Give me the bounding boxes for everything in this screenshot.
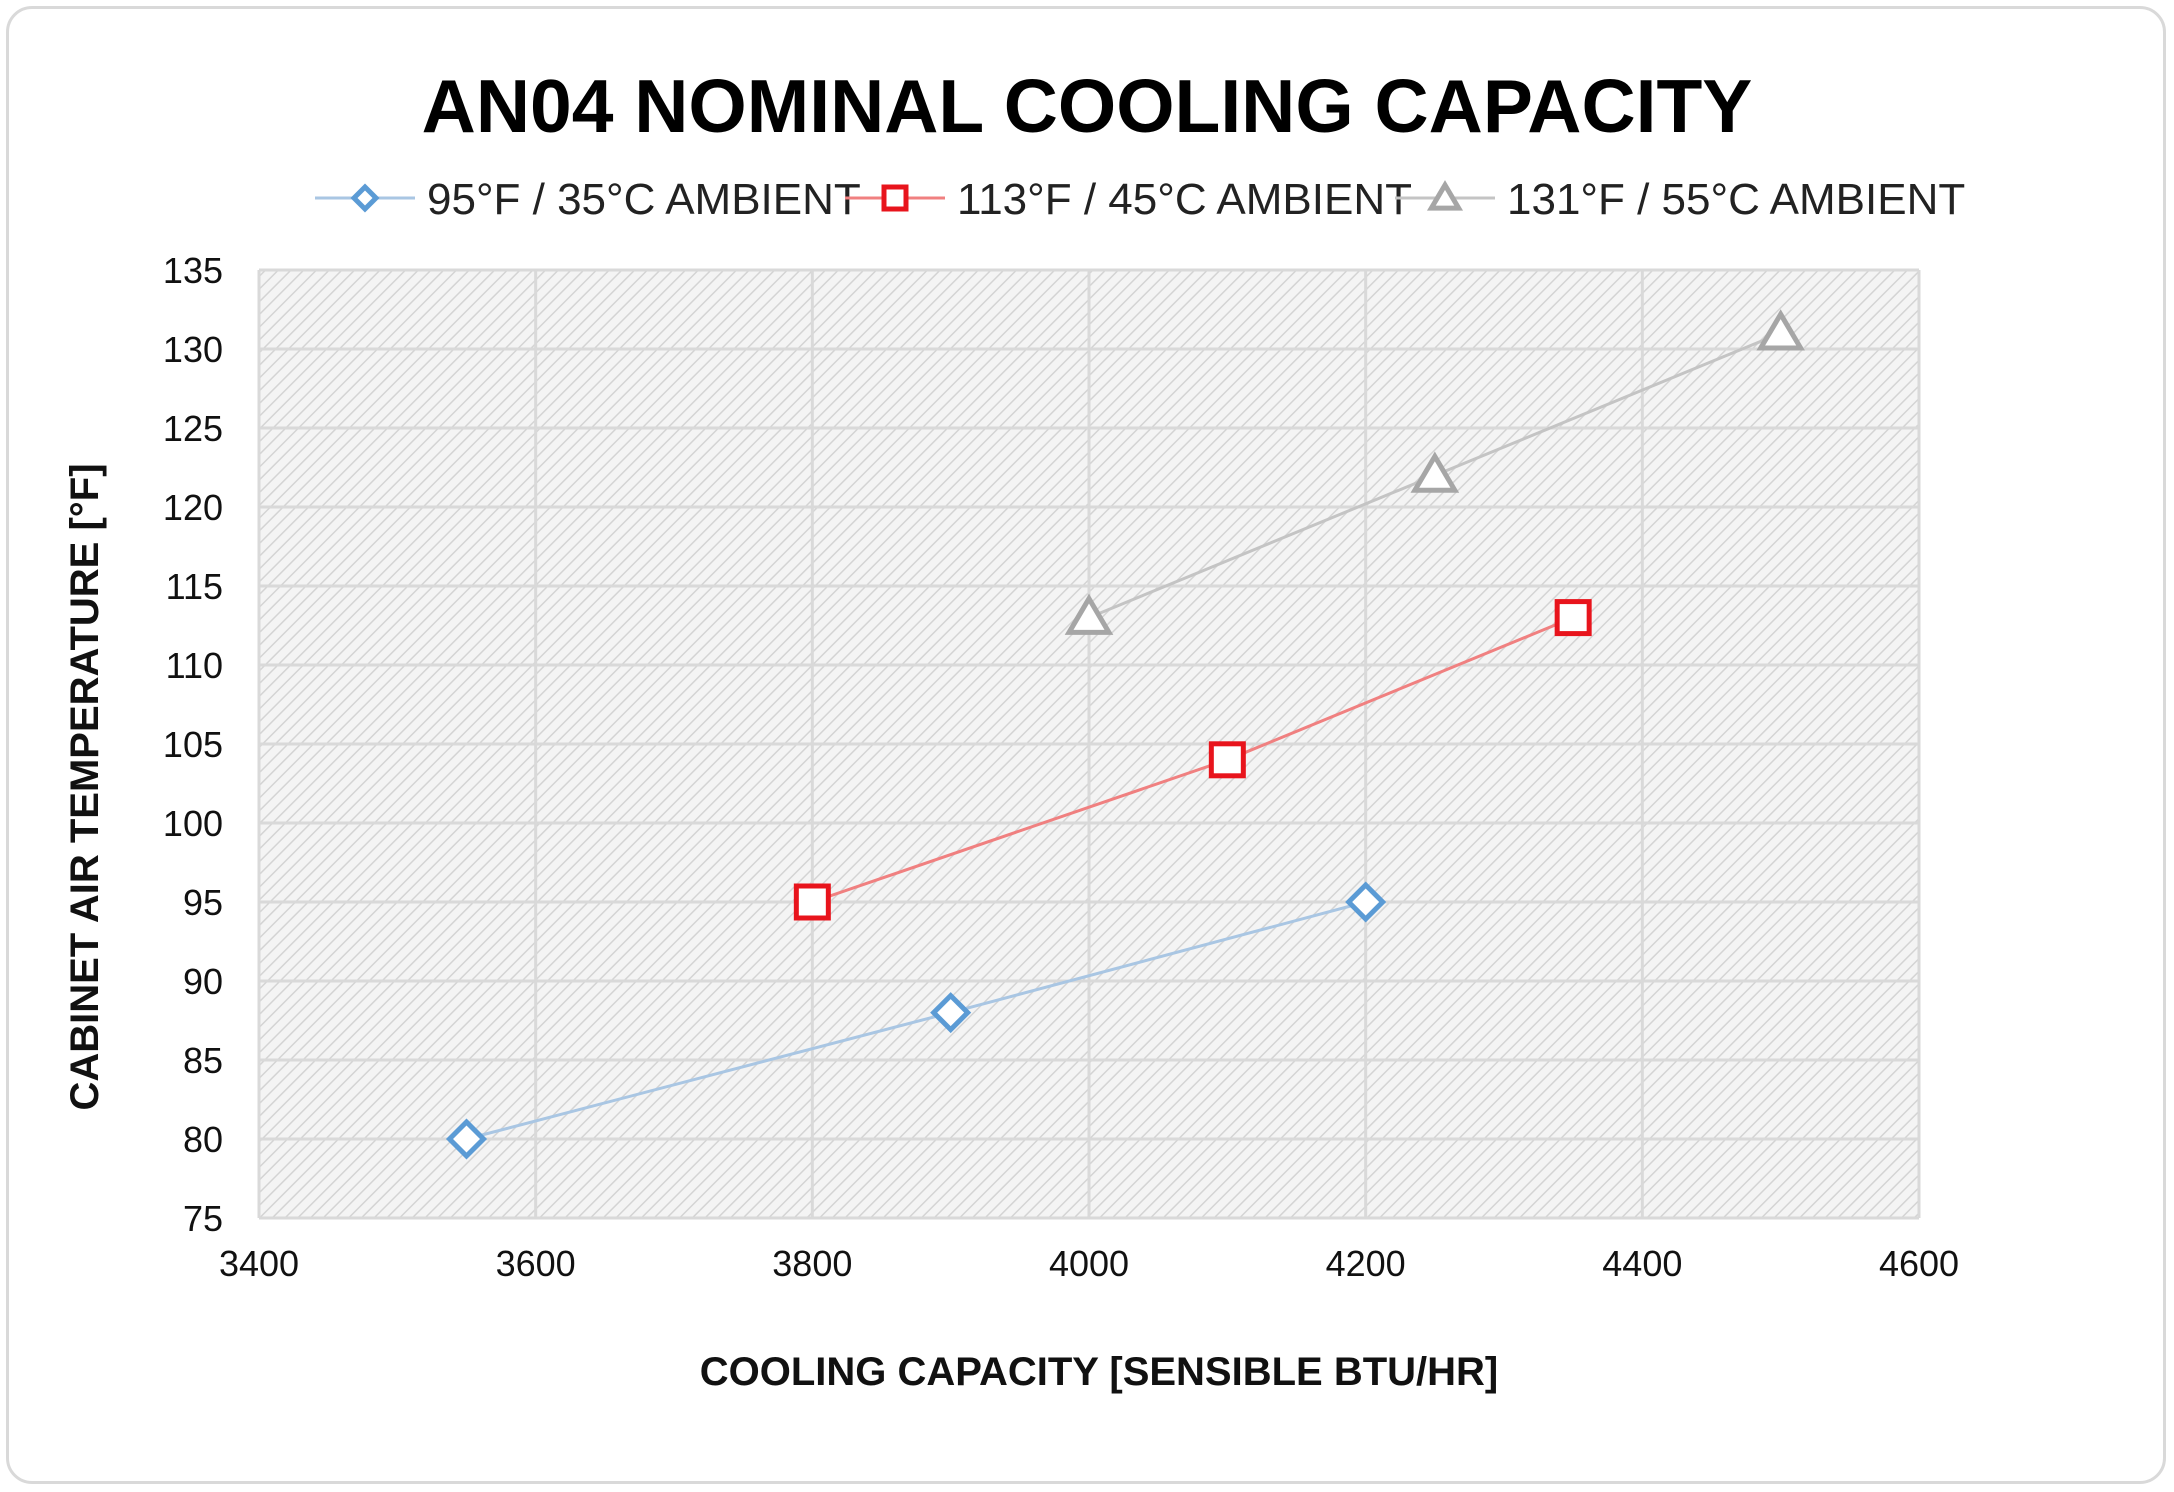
series-1 [445, 881, 1387, 1160]
legend-item-2: 113°F / 45°C AMBIENT [845, 175, 1412, 224]
chart-title: AN04 NOMINAL COOLING CAPACITY [422, 64, 1753, 148]
y-tick-label: 135 [163, 250, 223, 291]
y-axis-title: CABINET AIR TEMPERATURE [°F] [63, 463, 107, 1110]
legend-item-3: 131°F / 55°C AMBIENT [1395, 175, 1965, 224]
data-point [1208, 741, 1246, 779]
y-axis-ticks: 75 80 85 90 95 100 105 110 115 120 125 130 135 [163, 250, 223, 1239]
x-tick-label: 4600 [1879, 1243, 1959, 1284]
series-layer [445, 309, 1805, 1160]
x-tick-label: 3800 [772, 1243, 852, 1284]
legend-label: 131°F / 55°C AMBIENT [1507, 175, 1965, 224]
data-point [793, 883, 831, 921]
legend-label: 113°F / 45°C AMBIENT [957, 175, 1412, 224]
y-tick-label: 95 [183, 882, 223, 923]
y-tick-label: 90 [183, 961, 223, 1002]
gridlines [257, 268, 1921, 1220]
y-tick-label: 105 [163, 724, 223, 765]
x-tick-label: 3400 [219, 1243, 299, 1284]
legend-label: 95°F / 35°C AMBIENT [427, 175, 861, 224]
x-tick-label: 4200 [1326, 1243, 1406, 1284]
legend-marker [881, 184, 909, 212]
x-tick-label: 3600 [496, 1243, 576, 1284]
y-tick-label: 85 [183, 1040, 223, 1081]
legend-marker [1426, 180, 1464, 211]
series-2 [793, 599, 1592, 921]
x-axis-title: COOLING CAPACITY [SENSIBLE BTU/HR] [700, 1350, 1499, 1394]
x-axis-ticks: 3400 3600 3800 4000 4200 4400 4600 [219, 1243, 1959, 1284]
y-tick-label: 100 [163, 803, 223, 844]
y-tick-label: 120 [163, 487, 223, 528]
y-tick-label: 75 [183, 1198, 223, 1239]
legend: 95°F / 35°C AMBIENT 113°F / 45°C AMBIENT 1… [315, 175, 1965, 224]
y-tick-label: 80 [183, 1119, 223, 1160]
y-tick-label: 115 [166, 566, 223, 607]
legend-marker [350, 183, 380, 213]
data-point [445, 1118, 488, 1160]
y-tick-label: 110 [166, 645, 223, 686]
data-point [930, 992, 972, 1034]
data-point [1345, 881, 1387, 923]
x-tick-label: 4400 [1602, 1243, 1682, 1284]
y-tick-label: 130 [163, 329, 223, 370]
data-point [1756, 309, 1805, 351]
series-3 [1064, 309, 1805, 635]
data-point [1554, 599, 1592, 637]
y-tick-label: 125 [163, 408, 223, 449]
data-point [1410, 451, 1460, 493]
legend-item-1: 95°F / 35°C AMBIENT [315, 175, 861, 224]
x-tick-label: 4000 [1049, 1243, 1129, 1284]
data-point [1064, 593, 1114, 635]
